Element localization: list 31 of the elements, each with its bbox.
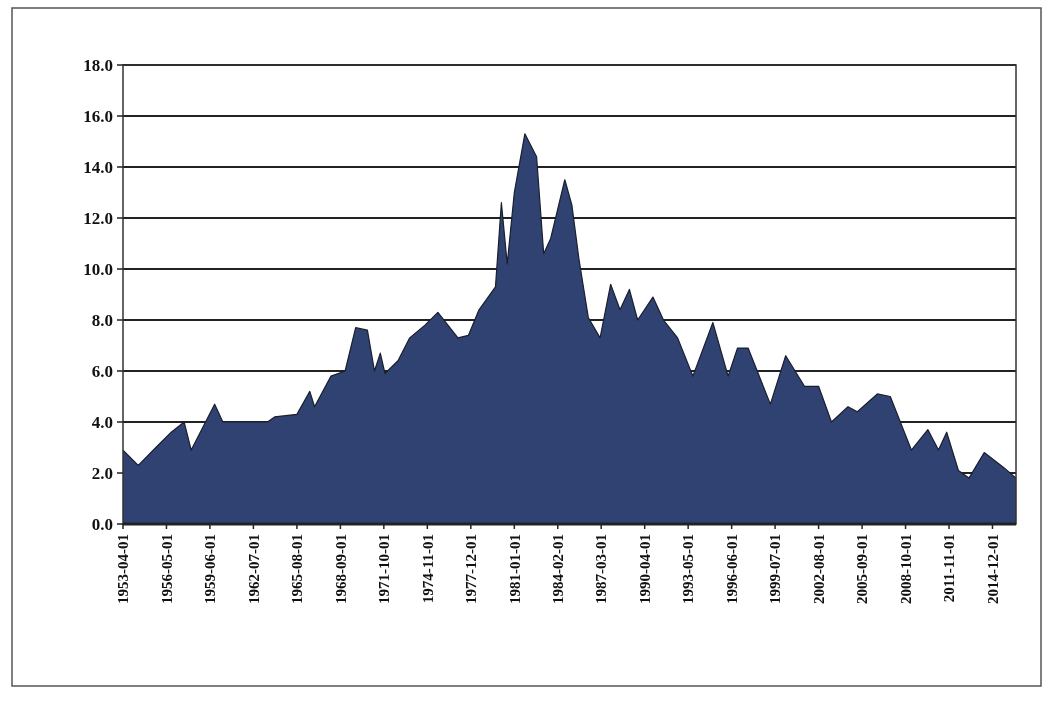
y-tick-label: 14.0: [83, 157, 113, 177]
y-tick-label: 2.0: [91, 463, 113, 483]
x-tick-label: 2011-11-01: [941, 534, 958, 603]
x-tick-label: 1984-02-01: [550, 534, 567, 604]
x-tick-label: 1990-04-01: [636, 534, 653, 604]
y-tick-label: 16.0: [83, 106, 113, 126]
y-tick-label: 18.0: [83, 55, 113, 75]
x-tick-label: 1965-08-01: [289, 534, 306, 604]
x-tick-label: 1968-09-01: [332, 534, 349, 604]
x-tick-label: 2002-08-01: [810, 534, 827, 604]
x-tick-label: 2014-12-01: [984, 534, 1001, 604]
y-tick-label: 0.0: [91, 514, 113, 534]
x-tick-label: 1953-04-01: [115, 534, 132, 604]
x-tick-label: 1987-03-01: [593, 534, 610, 604]
x-tick-label: 1981-01-01: [506, 534, 523, 604]
x-tick-label: 1999-07-01: [767, 534, 784, 604]
x-tick-label: 1962-07-01: [245, 534, 262, 604]
x-tick-label: 1974-11-01: [419, 534, 436, 604]
y-tick-label: 6.0: [91, 361, 113, 381]
x-tick-label: 1996-06-01: [723, 534, 740, 604]
x-tick-label: 1956-05-01: [158, 534, 175, 604]
y-tick-label: 8.0: [91, 310, 113, 330]
x-tick-label: 1993-05-01: [680, 534, 697, 604]
x-tick-label: 2005-09-01: [854, 534, 871, 604]
x-tick-label: 1971-10-01: [376, 534, 393, 604]
y-tick-label: 10.0: [83, 259, 113, 279]
y-tick-label: 4.0: [91, 412, 113, 432]
x-tick-label: 1959-06-01: [202, 534, 219, 604]
y-tick-label: 12.0: [83, 208, 113, 228]
x-tick-label: 1977-12-01: [463, 534, 480, 604]
x-tick-label: 2008-10-01: [897, 534, 914, 604]
